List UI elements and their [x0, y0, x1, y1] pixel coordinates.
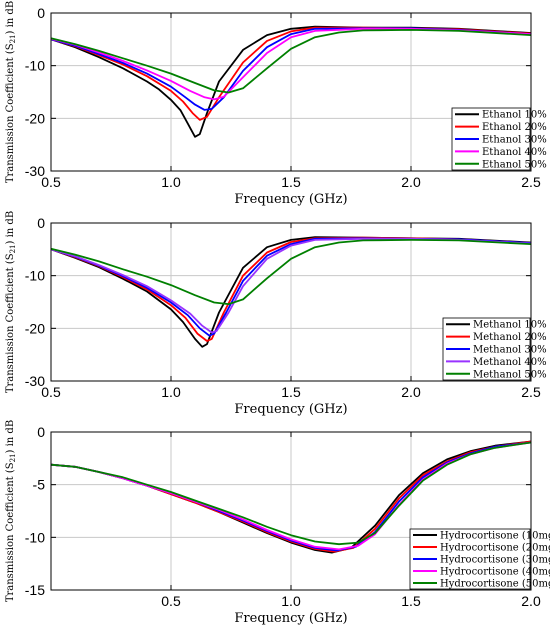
y-axis-label: Transmission Coefficient (S21) in dB: [5, 420, 17, 602]
plot-frame: [50, 431, 532, 591]
y-tick-label: -15: [25, 582, 45, 598]
legend-label: Ethanol 10%: [482, 110, 547, 121]
x-tick-label: 1.5: [401, 593, 421, 609]
x-tick-label: 1.0: [161, 384, 181, 400]
x-tick-label: 2.0: [401, 384, 421, 400]
y-tick-label: 0: [37, 215, 45, 231]
series-line: [51, 441, 531, 546]
series-line: [51, 441, 531, 551]
x-tick-label: 1.0: [161, 174, 181, 190]
y-tick-label: -10: [25, 268, 45, 284]
x-tick-label: 1.5: [281, 174, 301, 190]
legend: Methanol 10%Methanol 20%Methanol 30%Meth…: [442, 317, 547, 381]
series-line: [51, 239, 531, 305]
legend-label: Methanol 10%: [473, 320, 547, 331]
y-tick-label: -20: [25, 320, 45, 336]
series-line: [51, 237, 531, 334]
x-axis-label: Frequency (GHz): [234, 402, 347, 417]
legend-label: Hydrocortisone (50mg): [440, 579, 550, 590]
x-tick-label: 2.5: [521, 384, 541, 400]
legend: Hydrocortisone (10mg)Hydrocortisone (20m…: [409, 528, 550, 590]
x-tick-label: 1.5: [281, 384, 301, 400]
y-tick-label: -10: [25, 529, 45, 545]
series-line: [51, 27, 531, 101]
legend-label: Ethanol 30%: [482, 135, 547, 146]
y-axis-label: Transmission Coefficient (S21) in dB: [5, 211, 17, 393]
legend-label: Hydrocortisone (20mg): [440, 543, 550, 554]
x-axis-label: Frequency (GHz): [234, 192, 347, 207]
plot-frame: [50, 222, 532, 382]
legend-label: Hydrocortisone (10mg): [440, 531, 550, 542]
x-tick-label: 0.5: [41, 174, 61, 190]
legend-label: Hydrocortisone (30mg): [440, 555, 550, 566]
legend-label: Hydrocortisone (40mg): [440, 567, 550, 578]
x-tick-label: 0.5: [161, 593, 181, 609]
y-tick-label: -30: [25, 163, 45, 179]
y-tick-label: -10: [25, 58, 45, 74]
y-tick-label: -20: [25, 110, 45, 126]
legend-label: Ethanol 40%: [482, 147, 547, 158]
y-tick-label: 0: [37, 424, 45, 440]
chart-panel-2: 0.5 1.0 1.5 2.0 2.5 0 -10 -20 -30 Frequency (GHz)…: [5, 211, 547, 417]
x-tick-label: 2.0: [521, 593, 541, 609]
y-tick-label: 0: [37, 5, 45, 21]
legend-label: Methanol 20%: [473, 332, 547, 343]
x-tick-label: 1.0: [281, 593, 301, 609]
x-tick-label: 2.5: [521, 174, 541, 190]
legend-label: Ethanol 20%: [482, 122, 547, 133]
x-tick-label: 0.5: [41, 384, 61, 400]
chart-panel-3: 0.5 1.0 1.5 2.0 0 -5 -10 -15 Frequency (GHz) Tran…: [5, 420, 550, 626]
legend: Ethanol 10%Ethanol 20%Ethanol 30%Ethanol…: [451, 107, 547, 171]
legend-label: Methanol 50%: [473, 369, 547, 380]
chart-panel-1: 0.5 1.0 1.5 2.0 2.5 0 -10 -20 -30 Frequency (GHz)…: [5, 1, 547, 207]
y-tick-label: -5: [33, 477, 46, 493]
series-line: [51, 29, 531, 94]
legend-label: Ethanol 50%: [482, 159, 547, 170]
y-axis-label: Transmission Coefficient (S21) in dB: [5, 1, 17, 183]
x-axis-label: Frequency (GHz): [234, 611, 347, 626]
x-tick-label: 2.0: [401, 174, 421, 190]
plot-frame: [50, 12, 532, 172]
legend-label: Methanol 30%: [473, 345, 547, 356]
legend-label: Methanol 40%: [473, 357, 547, 368]
y-tick-label: -30: [25, 373, 45, 389]
